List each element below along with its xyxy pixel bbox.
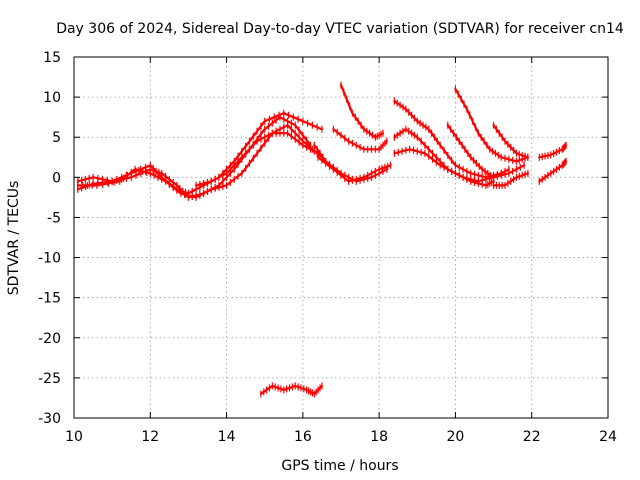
- y-tick-label: -10: [38, 251, 61, 267]
- series-arc-1: [76, 113, 312, 201]
- y-axis-label: SDTVAR / TECUs: [6, 181, 22, 296]
- x-axis-label: GPS time / hours: [281, 458, 398, 474]
- series-arc-16: [538, 141, 568, 161]
- series-arc-15: [492, 169, 530, 189]
- series-arc-7: [339, 81, 385, 141]
- data-series: [76, 81, 568, 398]
- y-tick-label: 15: [43, 50, 61, 66]
- series-arc-14: [492, 121, 530, 161]
- y-tick-label: -25: [38, 371, 61, 387]
- plot-frame: [73, 56, 609, 419]
- y-tick-label: -5: [47, 210, 61, 226]
- series-line: [339, 83, 385, 139]
- series-arc-11: [393, 145, 495, 189]
- x-tick-label: 18: [370, 429, 388, 445]
- series-arc-17: [538, 157, 568, 185]
- x-tick-label: 16: [294, 429, 312, 445]
- series-arc-8: [332, 125, 388, 153]
- x-tick-label: 10: [65, 429, 83, 445]
- y-tick-label: 5: [52, 130, 61, 146]
- axis-ticks: [73, 56, 609, 419]
- grid-lines: [74, 57, 608, 418]
- x-tick-label: 12: [141, 429, 159, 445]
- y-tick-label: 10: [43, 90, 61, 106]
- x-tick-label: 22: [523, 429, 541, 445]
- y-tick-label: -30: [38, 411, 61, 427]
- y-tick-label: -15: [38, 291, 61, 307]
- x-tick-label: 14: [218, 429, 236, 445]
- x-tick-label: 24: [599, 429, 617, 445]
- series-arc-18: [259, 382, 323, 398]
- x-tick-label: 20: [447, 429, 465, 445]
- y-tick-label: 0: [52, 170, 61, 186]
- x-tick-labels: 10 12 14 16 18 20 22 24: [65, 429, 617, 445]
- chart-title: Day 306 of 2024, Sidereal Day-to-day VTE…: [56, 21, 624, 37]
- series-arc-6: [317, 153, 392, 185]
- y-tick-label: -20: [38, 331, 61, 347]
- y-tick-labels: 15 10 5 0 -5 -10 -15 -20 -25 -30: [38, 50, 61, 427]
- series-arc-12: [446, 121, 526, 181]
